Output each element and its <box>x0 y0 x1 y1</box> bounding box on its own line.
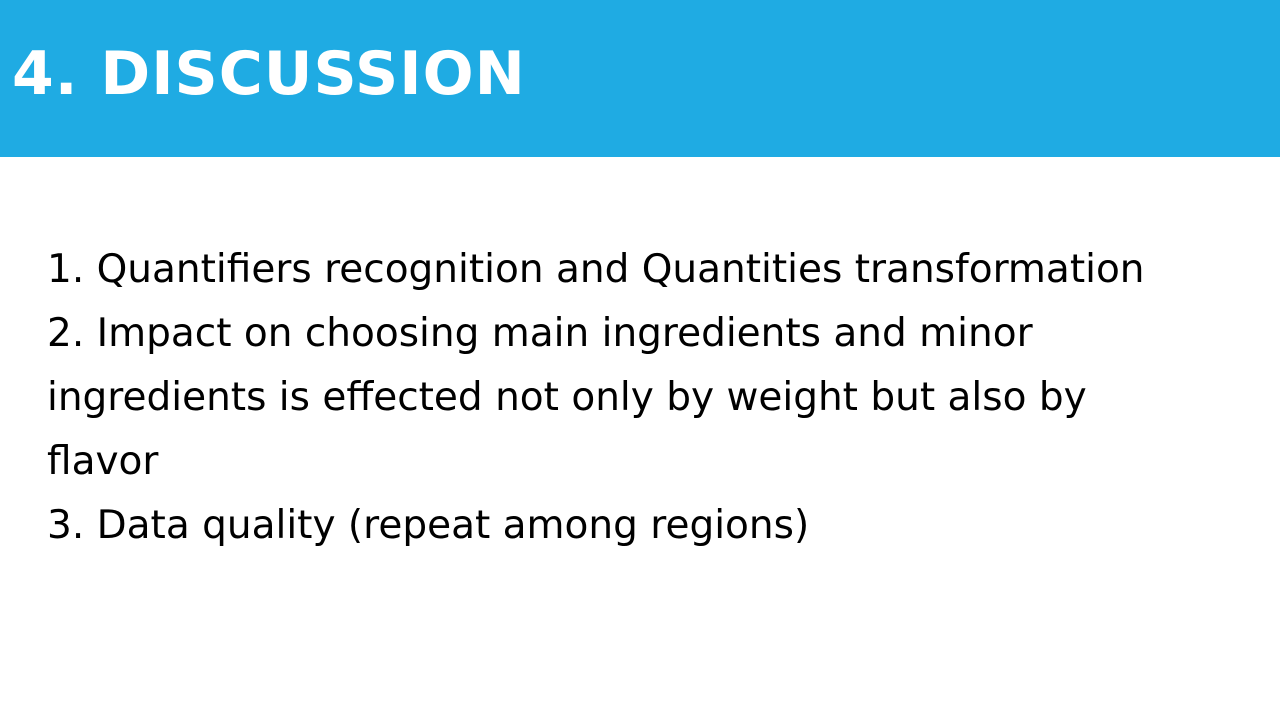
point-3-line: 3. Data quality (repeat among regions) <box>47 503 810 548</box>
point-2-line-3: flavor <box>47 439 159 484</box>
slide-title: 4. DISCUSSION <box>12 39 526 109</box>
point-2-line-2: ingredients is effected not only by weig… <box>47 375 1087 420</box>
title-bar: 4. DISCUSSION <box>0 0 1280 157</box>
point-1-line: 1. Quantifiers recognition and Quantitie… <box>47 247 1145 292</box>
point-2-line-1: 2. Impact on choosing main ingredients a… <box>47 311 1033 356</box>
slide-body: 1. Quantifiers recognition and Quantitie… <box>47 238 1262 558</box>
